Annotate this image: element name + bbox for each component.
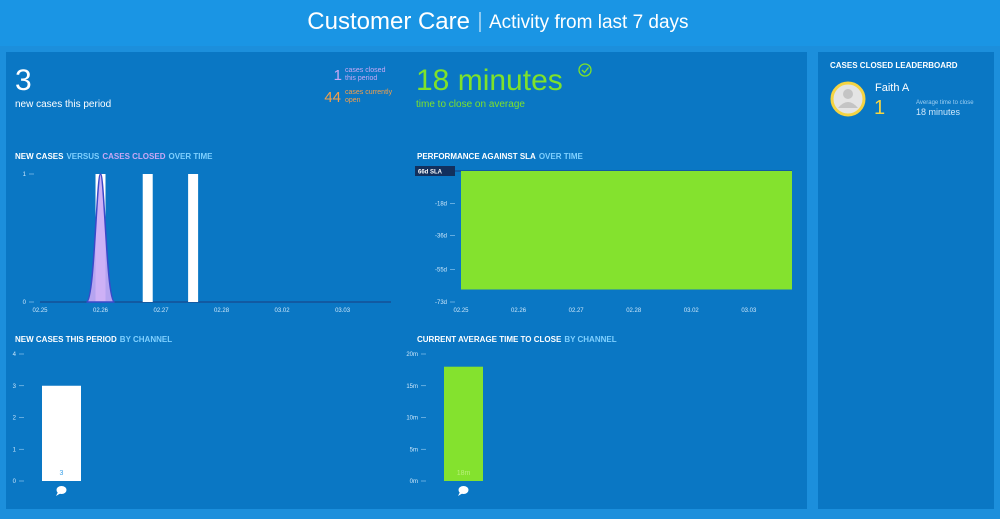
chat-tail: [458, 492, 463, 496]
channel-icon: [458, 486, 469, 496]
x-tick-label: 02.26: [511, 308, 527, 314]
chart-title: CURRENT AVERAGE TIME TO CLOSE BY CHANNEL: [417, 335, 617, 344]
new-cases-label: new cases this period: [15, 99, 111, 110]
sla-badge: [415, 166, 455, 176]
x-tick-label: 02.27: [154, 308, 170, 314]
chat-tail: [56, 492, 61, 496]
new-cases-value: 3: [15, 64, 32, 97]
x-tick-label: 02.26: [93, 308, 109, 314]
y-tick-label: 20m: [406, 352, 418, 358]
chart-title: NEW CASES VERSUS CASES CLOSED OVER TIME: [15, 152, 213, 161]
header-subtitle: Activity from last 7 days: [489, 12, 689, 33]
title-part: CASES CLOSED: [102, 152, 165, 161]
avatar: [830, 81, 866, 117]
new-case-bar: [188, 174, 199, 302]
title-part: BY CHANNEL: [120, 335, 172, 344]
time-to-close-value: 18 minutes: [416, 64, 563, 97]
x-tick-label: 02.25: [32, 308, 48, 314]
x-tick-label: 03.03: [741, 308, 757, 314]
title-part: NEW CASES: [15, 152, 64, 161]
closed-value: 1: [334, 67, 342, 84]
x-tick-label: 02.28: [626, 308, 642, 314]
x-tick-label: 03.02: [275, 308, 291, 314]
y-tick-label: 3: [13, 384, 17, 390]
label-line: open: [345, 97, 361, 104]
y-tick-label: 15m: [406, 384, 418, 390]
channel-icon: [56, 486, 67, 496]
leaderboard-title: CASES CLOSED LEADERBOARD: [830, 61, 958, 70]
y-tick-label: -36d: [435, 234, 447, 240]
label-line: cases currently: [345, 89, 393, 96]
bar: [42, 385, 81, 481]
leader-name: Faith A: [875, 82, 910, 94]
title-part: PERFORMANCE AGAINST SLA: [417, 152, 536, 161]
chat-bubble: [458, 486, 469, 494]
y-tick-label: 1: [23, 172, 27, 178]
title-part: OVER TIME: [168, 152, 213, 161]
y-tick-label: 5m: [410, 447, 418, 453]
new-case-bar: [142, 174, 153, 302]
sla-area: [461, 171, 792, 290]
leaderboard-panel: [818, 52, 994, 509]
x-tick-label: 02.27: [569, 308, 585, 314]
closed-label: cases closed this period: [345, 67, 386, 82]
leader-closed: 1: [874, 97, 885, 119]
x-tick-label: 02.28: [214, 308, 230, 314]
title-part: BY CHANNEL: [564, 335, 616, 344]
header-title: Customer Care: [307, 8, 470, 35]
y-tick-label: 1: [13, 447, 17, 453]
leader-avg-label: Average time to close: [916, 100, 974, 106]
y-tick-label: 0m: [410, 479, 418, 485]
title-part: CURRENT AVERAGE TIME TO CLOSE: [417, 335, 562, 344]
open-label: cases currently open: [345, 89, 393, 104]
x-tick-label: 02.25: [453, 308, 469, 314]
y-tick-label: 0: [23, 300, 27, 306]
bar: [444, 366, 483, 481]
header-band: [0, 0, 1000, 46]
y-tick-label: 4: [13, 352, 17, 358]
x-tick-label: 03.03: [335, 308, 351, 314]
leader-avg-time: 18 minutes: [916, 107, 961, 117]
chart-title: PERFORMANCE AGAINST SLA OVER TIME: [417, 152, 583, 161]
closed-case-spike: [85, 173, 116, 303]
value-label: 3: [60, 470, 64, 477]
check-icon: [578, 63, 592, 77]
label-line: this period: [345, 75, 377, 82]
title-part: VERSUS: [66, 152, 100, 161]
value-label: 18m: [457, 470, 471, 477]
x-tick-label: 03.02: [684, 308, 700, 314]
chart-title: NEW CASES THIS PERIOD BY CHANNEL: [15, 335, 172, 344]
y-tick-label: 2: [13, 416, 17, 422]
title-part: OVER TIME: [539, 152, 584, 161]
sla-label: 66d SLA: [418, 170, 443, 176]
y-tick-label: 0: [13, 479, 17, 485]
open-value: 44: [324, 89, 341, 106]
label-line: cases closed: [345, 67, 386, 74]
chat-bubble: [56, 486, 67, 494]
title-part: NEW CASES THIS PERIOD: [15, 335, 117, 344]
y-tick-label: -73d: [435, 300, 447, 306]
y-tick-label: -18d: [435, 201, 447, 207]
y-tick-label: 10m: [406, 416, 418, 422]
y-tick-label: -55d: [435, 268, 447, 274]
time-to-close-label: time to close on average: [416, 99, 525, 110]
